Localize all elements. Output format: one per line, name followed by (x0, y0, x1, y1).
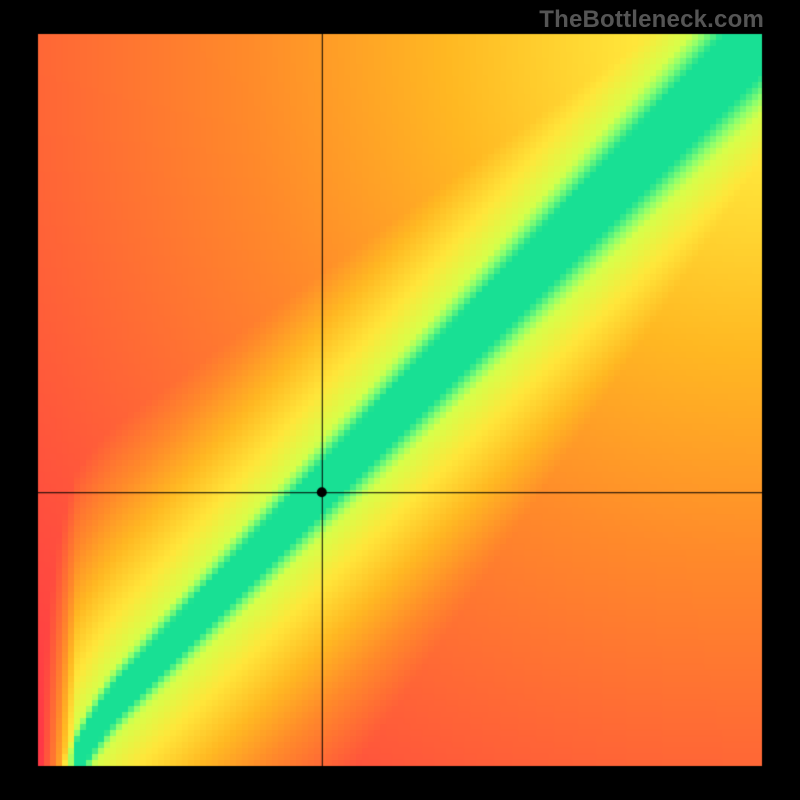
chart-container: TheBottleneck.com (0, 0, 800, 800)
bottleneck-heatmap (0, 0, 800, 800)
watermark-text: TheBottleneck.com (539, 6, 764, 34)
